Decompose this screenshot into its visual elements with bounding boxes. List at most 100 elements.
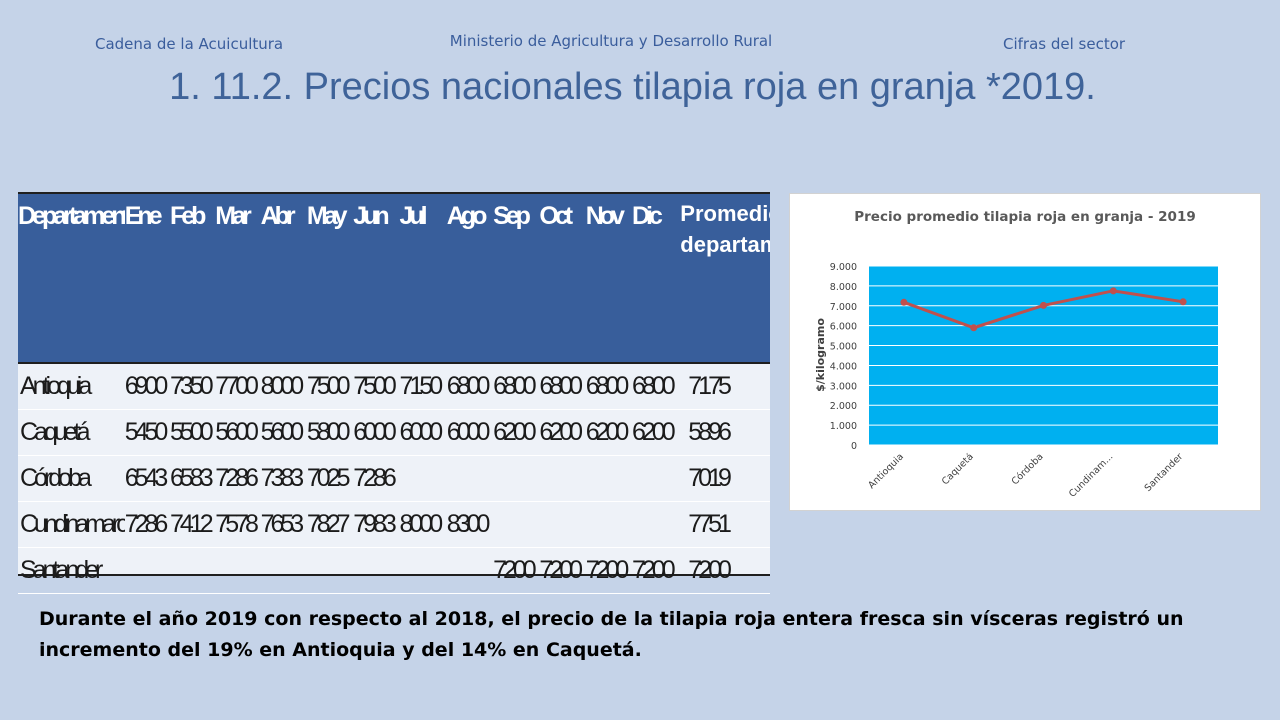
price-cell: [631, 501, 679, 548]
price-cell: 7150: [399, 363, 447, 410]
price-cell: 7827: [306, 501, 354, 548]
price-chart: Precio promedio tilapia roja en granja -…: [789, 193, 1261, 511]
price-cell: 7200: [585, 547, 632, 594]
column-header: Mar: [215, 194, 261, 364]
header-left: Cadena de la Acuicultura: [95, 35, 284, 53]
price-cell: 7578: [215, 501, 261, 548]
price-cell: [260, 547, 307, 594]
price-cell: 6800: [539, 363, 586, 410]
column-header: Ago: [446, 194, 494, 364]
price-cell: 6800: [446, 363, 494, 410]
column-header: Feb: [170, 194, 216, 364]
price-cell: 5896: [678, 409, 770, 456]
page-title: 1. 11.2. Precios nacionales tilapia roja…: [169, 66, 1096, 108]
price-cell: 5450: [124, 409, 170, 456]
price-cell: 7983: [353, 501, 400, 548]
department-cell: Antioquia: [18, 363, 125, 410]
price-cell: 7412: [170, 501, 216, 548]
price-cell: 6900: [124, 363, 170, 410]
price-cell: 7019: [678, 455, 770, 502]
price-cell: [446, 455, 494, 502]
price-cell: [539, 501, 586, 548]
price-cell: 6800: [631, 363, 679, 410]
price-cell: 5600: [260, 409, 307, 456]
price-cell: 7286: [353, 455, 400, 502]
price-cell: 7200: [539, 547, 586, 594]
price-cell: [539, 455, 586, 502]
y-tick-label: 9.000: [830, 262, 857, 273]
column-header: May: [306, 194, 354, 364]
price-cell: 6000: [399, 409, 447, 456]
department-cell: Caquetá: [18, 409, 125, 456]
y-tick-label: 3.000: [830, 381, 857, 392]
data-point: [1179, 298, 1187, 306]
y-tick-label: 7.000: [830, 302, 857, 313]
chart-svg: Precio promedio tilapia roja en granja -…: [814, 209, 1218, 500]
column-header: Nov: [585, 194, 632, 364]
y-tick-label: 2.000: [830, 401, 857, 412]
column-header: Ene: [124, 194, 170, 364]
department-cell: Córdoba: [18, 455, 125, 502]
price-cell: 7175: [678, 363, 770, 410]
data-point: [1109, 287, 1117, 295]
price-cell: 7700: [215, 363, 261, 410]
y-tick-label: 1.000: [830, 421, 857, 432]
price-cell: 5500: [170, 409, 216, 456]
price-cell: 6000: [446, 409, 494, 456]
column-header: Jul: [399, 194, 447, 364]
price-cell: 7286: [124, 501, 170, 548]
table-row: Antioquia 6900 7350 7700 8000 7500 7500 7150 680…: [18, 363, 770, 410]
price-cell: 6800: [493, 363, 540, 410]
price-cell: 6800: [585, 363, 632, 410]
data-point: [1040, 301, 1047, 309]
header-center: Ministerio de Agricultura y Desarrollo R…: [449, 32, 773, 50]
department-cell: Santander: [18, 547, 125, 594]
price-cell: [306, 547, 354, 594]
price-cell: [124, 547, 170, 594]
price-cell: 7200: [678, 547, 770, 594]
price-cell: [170, 547, 216, 594]
y-tick-label: 5.000: [830, 342, 857, 353]
price-cell: 7500: [306, 363, 354, 410]
plot-area: [869, 266, 1218, 445]
price-cell: 5600: [215, 409, 261, 456]
price-cell: 6200: [631, 409, 679, 456]
price-cell: [631, 455, 679, 502]
column-header: Abr: [260, 194, 307, 364]
chart-title: Precio promedio tilapia roja en granja -…: [854, 209, 1196, 225]
y-tick-label: 0: [851, 441, 857, 452]
y-tick-label: 4.000: [830, 361, 857, 372]
price-cell: 7286: [215, 455, 261, 502]
x-tick-label: Córdoba: [1010, 451, 1046, 487]
table-row: Santander 7200 7200 7200 7200 7200: [18, 547, 770, 594]
column-header: Dic: [631, 194, 679, 364]
price-cell: 6200: [585, 409, 632, 456]
price-cell: [493, 501, 540, 548]
column-header: Oct: [539, 194, 586, 364]
price-cell: [399, 455, 447, 502]
department-cell: Cundinamarca: [18, 501, 125, 548]
price-cell: 7200: [631, 547, 679, 594]
x-tick-label: Cundinam...: [1067, 451, 1115, 499]
table-header-row: Departamento Ene Feb Mar Abr May Jun Jul…: [18, 194, 770, 364]
price-cell: 7653: [260, 501, 307, 548]
y-tick-label: 6.000: [830, 322, 857, 333]
y-axis-label: $/kilogramo: [814, 318, 827, 392]
y-tick-label: 8.000: [830, 282, 857, 293]
price-cell: 8300: [446, 501, 494, 548]
price-cell: [399, 547, 447, 594]
price-cell: [353, 547, 400, 594]
table-row: Córdoba 6543 6583 7286 7383 7025 7286 7019: [18, 455, 770, 502]
price-cell: [215, 547, 261, 594]
data-point: [970, 324, 978, 332]
price-cell: 7383: [260, 455, 307, 502]
column-header: Sep: [493, 194, 540, 364]
price-cell: 8000: [399, 501, 447, 548]
table-row: Caquetá 5450 5500 5600 5600 5800 6000 6000 6000 6…: [18, 409, 770, 456]
price-cell: 7751: [678, 501, 770, 548]
price-cell: 6000: [353, 409, 400, 456]
price-cell: 8000: [260, 363, 307, 410]
price-cell: 6200: [539, 409, 586, 456]
x-tick-label: Caquetá: [940, 451, 976, 487]
price-table: Departamento Ene Feb Mar Abr May Jun Jul…: [18, 192, 770, 594]
